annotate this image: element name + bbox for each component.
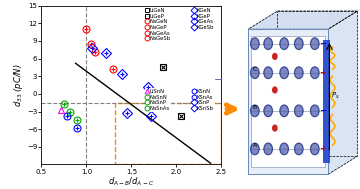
Circle shape [251,105,259,117]
Circle shape [251,67,259,79]
Circle shape [280,38,288,50]
Circle shape [251,143,259,155]
Circle shape [294,105,303,117]
Text: B: B [253,105,257,110]
Text: −: − [319,39,326,48]
Circle shape [264,105,273,117]
Circle shape [273,53,277,59]
Circle shape [280,67,288,79]
Circle shape [280,143,288,155]
Text: A: A [253,143,257,148]
Polygon shape [328,11,357,174]
Text: +: + [319,68,326,77]
Y-axis label: $d_{33}$ (pC/N): $d_{33}$ (pC/N) [13,63,26,107]
Circle shape [294,38,303,50]
Bar [323,40,330,163]
Circle shape [311,38,319,50]
Circle shape [311,105,319,117]
Text: −: − [214,75,224,85]
Bar [251,36,325,167]
Legend: KSnN, KSnAs, KSnP, KSnSb: KSnN, KSnAs, KSnP, KSnSb [192,88,215,112]
Bar [115,103,221,164]
Circle shape [264,38,273,50]
Circle shape [294,67,303,79]
Text: +: + [319,144,326,153]
Bar [248,29,328,174]
Circle shape [273,125,277,131]
Circle shape [311,67,319,79]
Circle shape [311,143,319,155]
Circle shape [264,143,273,155]
Polygon shape [248,11,357,29]
Circle shape [264,67,273,79]
Text: C: C [253,67,257,72]
Circle shape [251,38,259,50]
Text: $P_s$: $P_s$ [332,91,340,101]
Circle shape [294,143,303,155]
Text: −: − [319,106,326,115]
Circle shape [280,105,288,117]
Circle shape [273,87,277,93]
X-axis label: $d_{A-B}/d_{A-C}$: $d_{A-B}/d_{A-C}$ [108,176,154,188]
